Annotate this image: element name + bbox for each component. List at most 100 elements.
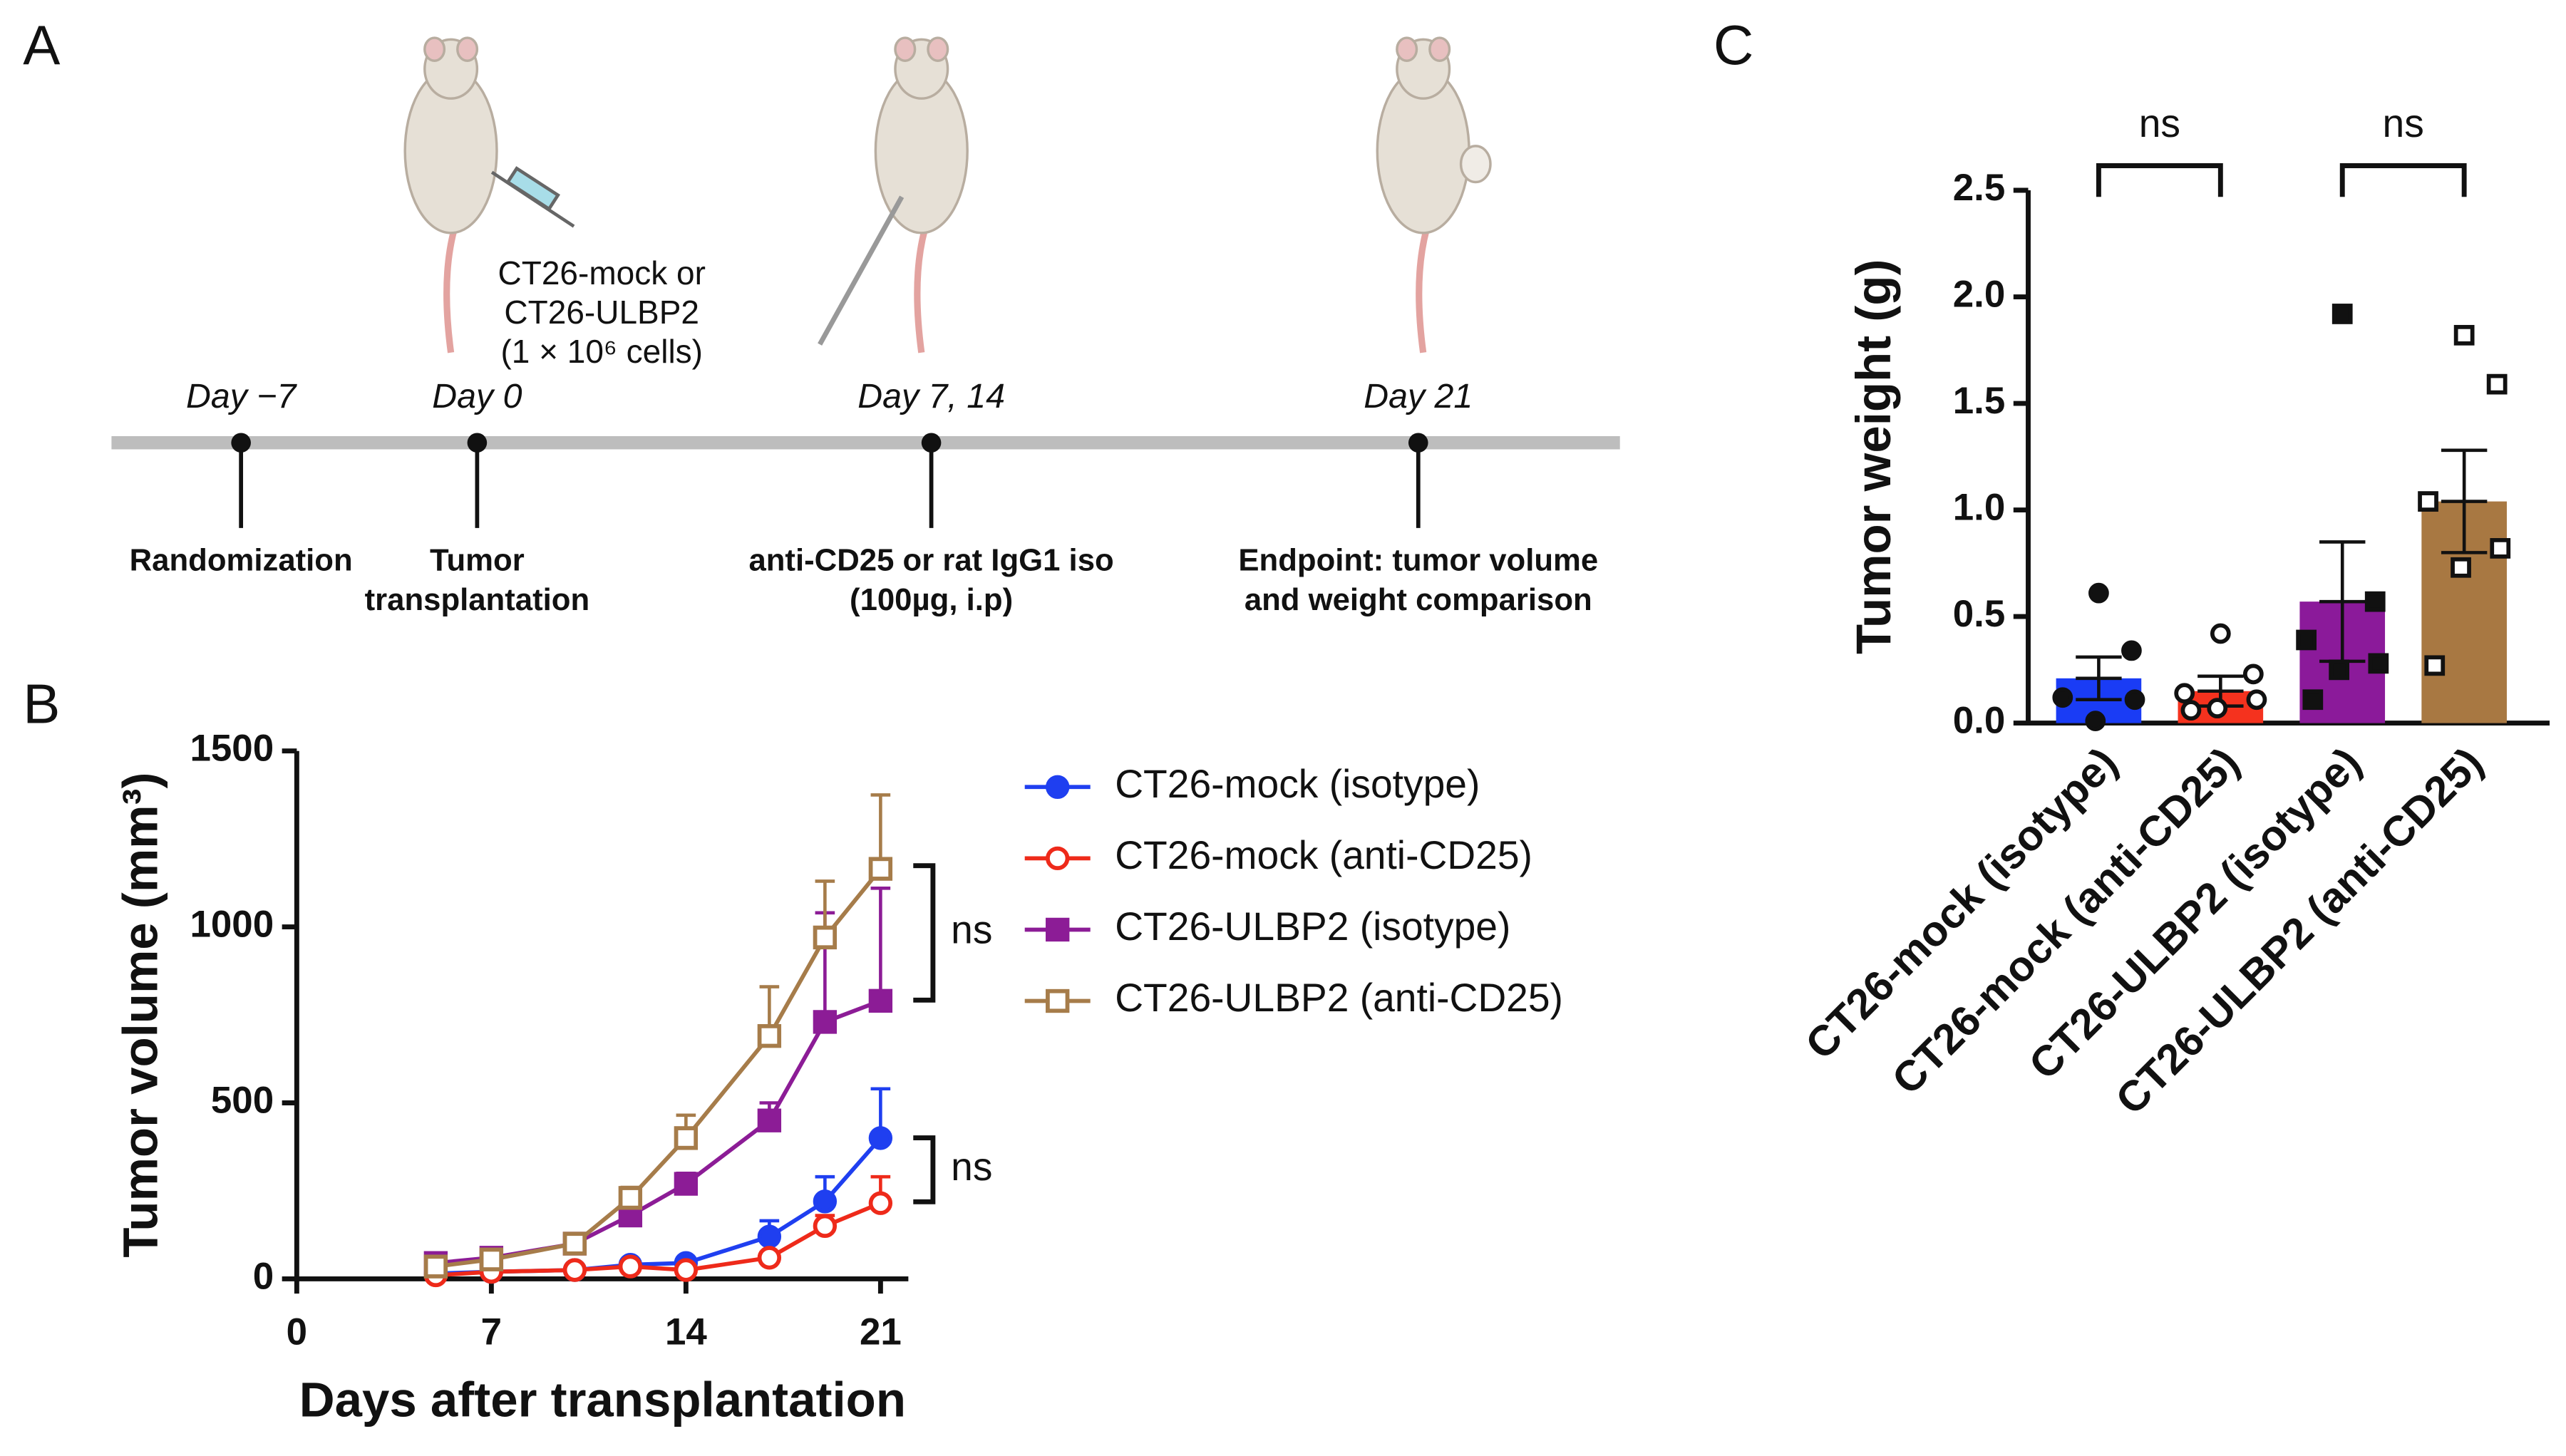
data-point bbox=[2453, 324, 2475, 346]
mouse-illustrations bbox=[403, 36, 1492, 353]
x-tick-label: 0 bbox=[287, 1311, 307, 1353]
data-point bbox=[2331, 304, 2353, 324]
injection-note: CT26-mock or bbox=[498, 254, 706, 291]
panel-label: C bbox=[1714, 14, 1753, 76]
event-label: Tumor bbox=[430, 543, 525, 578]
data-point bbox=[2490, 538, 2511, 559]
needle bbox=[818, 195, 905, 346]
legend-marker bbox=[1046, 775, 1070, 799]
data-point bbox=[868, 857, 893, 881]
x-tick-label: 21 bbox=[860, 1311, 902, 1353]
data-point bbox=[813, 1189, 838, 1214]
timeline-dot bbox=[231, 433, 251, 453]
legend-marker bbox=[1046, 917, 1070, 942]
data-point bbox=[2302, 689, 2324, 711]
legend-label: CT26-mock (isotype) bbox=[1115, 762, 1480, 806]
timeline-dot bbox=[467, 433, 488, 453]
data-point bbox=[868, 1126, 893, 1150]
data-point bbox=[2124, 689, 2145, 711]
data-point bbox=[2368, 653, 2389, 674]
panel-label: A bbox=[23, 14, 61, 76]
x-tick-label: 7 bbox=[481, 1311, 502, 1353]
injection-note: (1 × 10⁶ cells) bbox=[500, 333, 703, 370]
y-tick-label: 1.0 bbox=[1953, 487, 2006, 529]
event-label: anti-CD25 or rat IgG1 iso bbox=[748, 543, 1113, 578]
y-tick-label: 1000 bbox=[190, 904, 274, 946]
legend-label: CT26-mock (anti-CD25) bbox=[1115, 833, 1532, 877]
data-point bbox=[2210, 623, 2231, 644]
day-label: Day 0 bbox=[432, 377, 522, 415]
timeline-dot bbox=[921, 433, 942, 453]
data-point bbox=[2242, 664, 2264, 685]
significance-label: ns bbox=[951, 908, 992, 952]
event-label: Endpoint: tumor volume bbox=[1238, 543, 1598, 578]
data-point bbox=[2246, 689, 2267, 711]
timeline-dot bbox=[1408, 433, 1428, 453]
y-tick-label: 1500 bbox=[190, 728, 274, 770]
significance-bracket bbox=[913, 863, 936, 1003]
data-point bbox=[868, 988, 893, 1013]
data-point bbox=[479, 1247, 504, 1271]
data-point bbox=[618, 1254, 643, 1279]
data-point bbox=[2088, 582, 2109, 604]
syringe bbox=[490, 166, 575, 228]
data-point bbox=[813, 1214, 838, 1239]
data-point bbox=[2296, 629, 2317, 651]
data-point bbox=[757, 1246, 782, 1270]
mouse bbox=[403, 36, 498, 353]
legend-label: CT26-ULBP2 (anti-CD25) bbox=[1115, 976, 1563, 1020]
data-point bbox=[674, 1126, 699, 1150]
data-point bbox=[2424, 655, 2446, 676]
data-point bbox=[2085, 711, 2106, 731]
event-label: and weight comparison bbox=[1245, 582, 1592, 617]
mouse bbox=[874, 36, 969, 353]
data-point bbox=[674, 1172, 699, 1196]
y-tick-label: 2.0 bbox=[1953, 273, 2006, 315]
data-point bbox=[2121, 640, 2142, 661]
y-tick-label: 2.5 bbox=[1953, 167, 2006, 209]
data-point bbox=[2052, 687, 2073, 708]
injection-note: CT26-ULBP2 bbox=[504, 294, 699, 331]
event-label: (100µg, i.p) bbox=[850, 582, 1013, 617]
legend-marker bbox=[1046, 988, 1070, 1013]
data-point bbox=[757, 1108, 782, 1132]
significance-bracket bbox=[2339, 163, 2467, 197]
day-label: Day 21 bbox=[1364, 377, 1473, 415]
data-point bbox=[868, 1191, 893, 1215]
data-point bbox=[757, 1224, 782, 1249]
x-axis-label: Days after transplantation bbox=[299, 1372, 906, 1427]
data-point bbox=[674, 1258, 699, 1282]
day-label: Day −7 bbox=[186, 377, 298, 415]
data-point bbox=[2207, 698, 2228, 719]
data-point bbox=[2486, 373, 2508, 395]
data-point bbox=[757, 1024, 782, 1048]
day-label: Day 7, 14 bbox=[857, 377, 1005, 415]
data-point bbox=[423, 1254, 448, 1279]
event-label: Randomization bbox=[130, 543, 353, 578]
data-point bbox=[2418, 491, 2438, 512]
x-tick-label: 14 bbox=[665, 1311, 707, 1353]
panel-label: B bbox=[23, 673, 60, 735]
significance-bracket bbox=[2096, 163, 2223, 197]
y-tick-label: 0.0 bbox=[1953, 700, 2006, 742]
series-line bbox=[436, 867, 882, 1269]
significance-bracket bbox=[913, 1135, 936, 1204]
data-point bbox=[2364, 591, 2386, 612]
data-point bbox=[562, 1258, 587, 1282]
y-axis-label: Tumor weight (g) bbox=[1846, 259, 1901, 654]
significance-label: ns bbox=[951, 1145, 992, 1189]
event-label: transplantation bbox=[365, 582, 590, 617]
mouse bbox=[1376, 36, 1492, 353]
legend-label: CT26-ULBP2 (isotype) bbox=[1115, 904, 1510, 949]
significance-label: ns bbox=[2383, 101, 2424, 145]
data-point bbox=[562, 1232, 587, 1256]
y-tick-label: 500 bbox=[211, 1079, 274, 1121]
y-tick-label: 0.5 bbox=[1953, 593, 2006, 635]
y-axis-label: Tumor volume (mm³) bbox=[113, 773, 168, 1258]
y-tick-label: 0 bbox=[253, 1255, 274, 1297]
significance-label: ns bbox=[2139, 101, 2180, 145]
data-point bbox=[813, 1010, 838, 1034]
data-point bbox=[2180, 700, 2202, 721]
data-point bbox=[2329, 659, 2350, 681]
